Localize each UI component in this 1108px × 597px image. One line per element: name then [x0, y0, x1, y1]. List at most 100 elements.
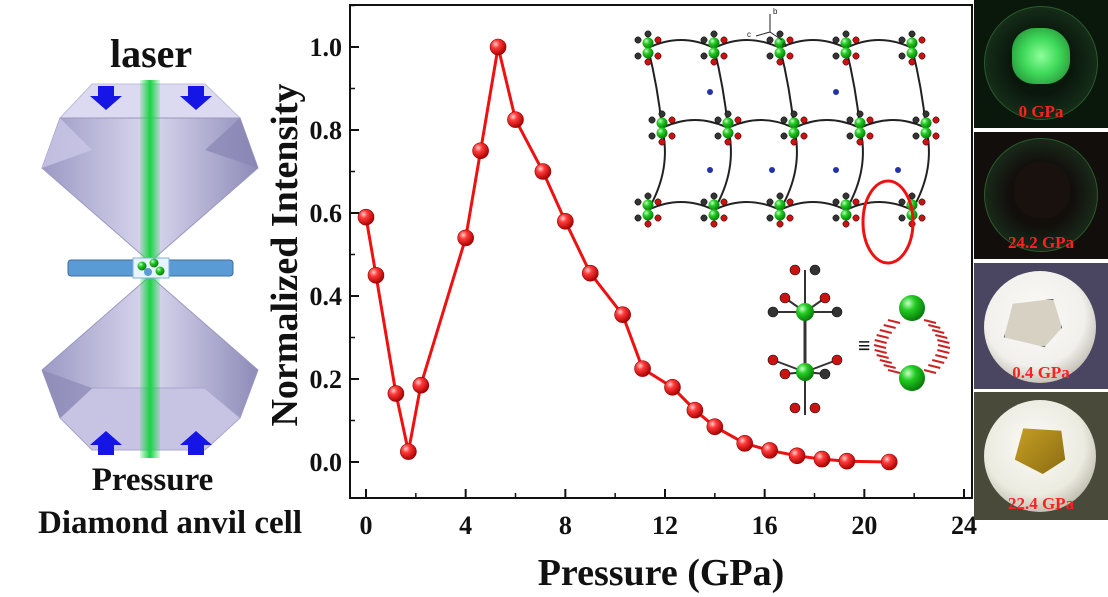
cluster-atom — [779, 368, 791, 380]
metal-node — [642, 47, 654, 59]
arrow-up-icon — [180, 431, 212, 455]
sbu-linker — [887, 319, 901, 324]
y-tick-label: 0.6 — [310, 199, 343, 228]
framework-linker — [793, 119, 861, 129]
sbu-linker — [883, 364, 896, 369]
x-tick-label: 0 — [360, 511, 373, 540]
sbu-linker — [928, 324, 941, 329]
framework-atom — [724, 138, 732, 146]
sbu-linker — [937, 349, 950, 354]
framework-linker — [713, 39, 781, 49]
metal-node — [840, 37, 852, 49]
framework-atom — [644, 58, 652, 66]
framework-atom — [776, 30, 784, 38]
sample-photo: 22.4 GPa — [974, 392, 1108, 520]
framework-atom — [856, 138, 864, 146]
framework-atom — [898, 36, 906, 44]
framework-atom — [634, 214, 642, 222]
cluster-atom — [779, 292, 791, 304]
framework-atom — [898, 52, 906, 60]
data-point — [813, 450, 831, 468]
metal-node — [906, 37, 918, 49]
framework-linker — [713, 201, 781, 211]
sbu-linker — [935, 334, 948, 339]
framework-structure — [634, 30, 940, 228]
framework-linker — [859, 119, 927, 129]
sbu-linker — [931, 329, 945, 334]
nitrogen-atom — [833, 167, 839, 173]
laser-label: laser — [110, 31, 193, 76]
framework-atom — [648, 132, 656, 140]
x-tick-label: 16 — [752, 511, 778, 540]
framework-atom — [918, 198, 926, 206]
metal-node — [788, 117, 800, 129]
framework-atom — [766, 214, 774, 222]
diamond-anvil-cell — [41, 80, 259, 458]
data-point — [581, 264, 599, 282]
framework-atom — [710, 192, 718, 200]
y-tick-label: 0.4 — [310, 282, 343, 311]
sample-particle — [144, 268, 152, 276]
sbu-linker — [879, 329, 893, 334]
sbu-linker — [887, 369, 901, 374]
metal-node — [774, 209, 786, 221]
photo-pressure-label: 0 GPa — [1018, 102, 1064, 121]
equivalent-symbol: ≡ — [858, 333, 871, 358]
svg-text:b: b — [773, 7, 778, 16]
framework-atom — [842, 58, 850, 66]
framework-atom — [918, 214, 926, 222]
framework-atom — [866, 132, 874, 140]
sbu-linker — [876, 354, 889, 359]
framework-atom — [654, 36, 662, 44]
metal-node — [840, 199, 852, 211]
framework-atom — [644, 220, 652, 228]
framework-linker — [647, 201, 715, 211]
sbu-metal — [899, 365, 925, 391]
data-point — [614, 306, 631, 323]
x-axis-label: Pressure (GPa) — [538, 552, 785, 594]
framework-atom — [852, 214, 860, 222]
framework-atom — [766, 198, 774, 206]
data-point — [706, 418, 724, 436]
framework-atom — [654, 214, 662, 222]
axis-triad: b c a — [747, 7, 787, 49]
metal-node — [788, 127, 800, 139]
framework-atom — [720, 214, 728, 222]
framework-atom — [720, 198, 728, 206]
framework-linker — [845, 201, 913, 211]
data-point — [412, 376, 430, 394]
pressure-label: Pressure — [91, 462, 214, 498]
framework-atom — [846, 132, 854, 140]
plot-frame — [349, 4, 973, 499]
framework-atom — [634, 36, 642, 44]
framework-atom — [832, 198, 840, 206]
metal-node — [656, 127, 668, 139]
data-points — [357, 38, 898, 471]
sample-particle — [137, 261, 147, 271]
framework-atom — [648, 116, 656, 124]
crystal-sample — [1012, 28, 1070, 84]
data-point — [838, 452, 856, 470]
cluster-atom — [831, 306, 843, 318]
framework-atom — [790, 138, 798, 146]
framework-atom — [766, 52, 774, 60]
framework-atom — [846, 116, 854, 124]
cluster-atom — [809, 402, 821, 414]
framework-atom — [918, 52, 926, 60]
sbu-linker — [874, 349, 887, 354]
framework-atom — [776, 220, 784, 228]
metal-node — [708, 199, 720, 211]
framework-atom — [766, 36, 774, 44]
framework-atom — [852, 198, 860, 206]
photo-pressure-label: 22.4 GPa — [1007, 494, 1075, 513]
sbu-linker — [876, 334, 889, 339]
sbu-linker — [873, 344, 887, 349]
metal-node — [920, 127, 932, 139]
x-tick-label: 12 — [652, 511, 678, 540]
framework-atom — [654, 52, 662, 60]
data-point — [472, 142, 489, 160]
metal-node — [840, 47, 852, 59]
data-point — [634, 360, 651, 377]
data-point — [400, 443, 417, 460]
framework-atom — [710, 58, 718, 66]
